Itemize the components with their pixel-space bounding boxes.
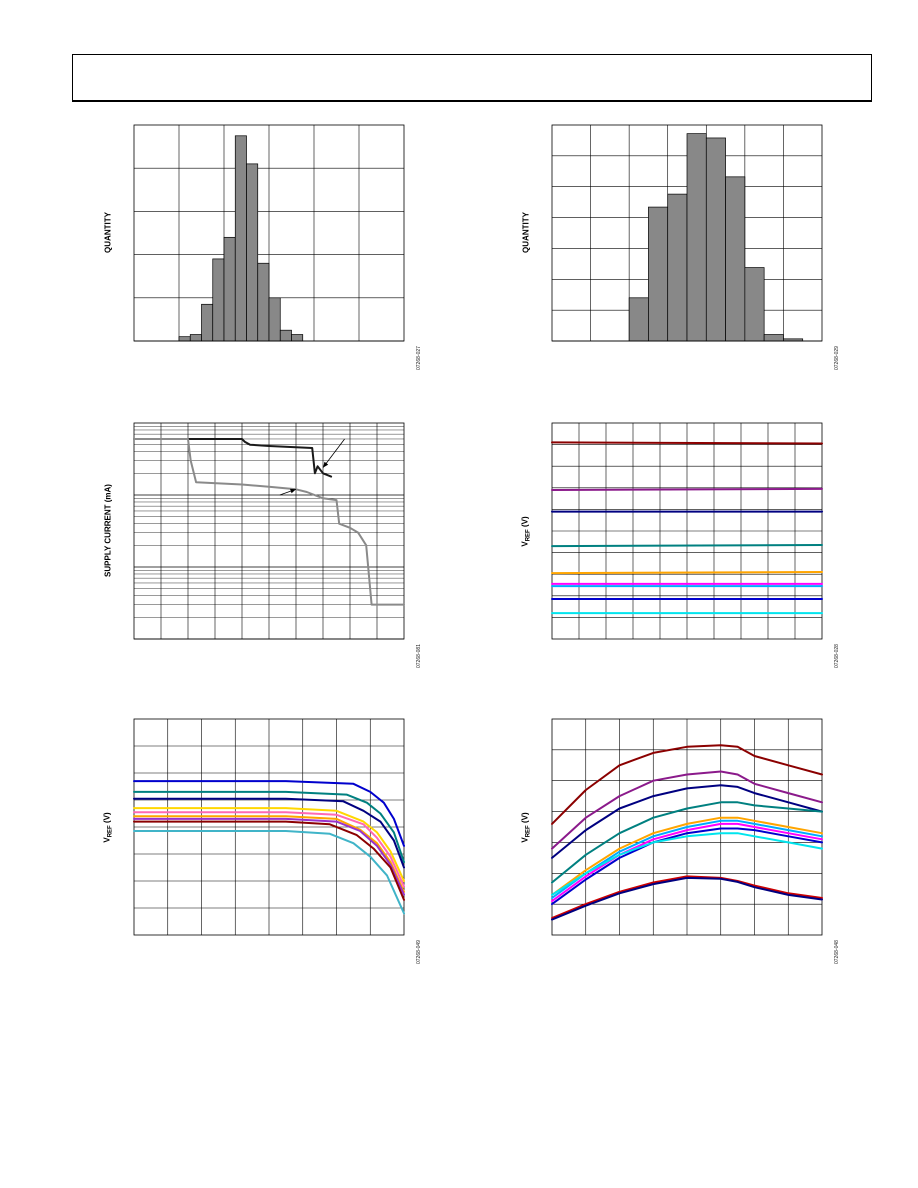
series-line-4 [551, 801, 823, 884]
plot-frame [551, 718, 823, 936]
page-header-box [72, 54, 872, 102]
plot-frame [133, 422, 405, 640]
figure-id: 07268-048 [834, 940, 840, 964]
histogram-bar [763, 334, 784, 342]
histogram-bar [705, 137, 726, 342]
histogram-plot [133, 124, 405, 342]
annotation-arrow [322, 438, 345, 468]
figure-id: 07268-081 [416, 644, 422, 668]
series-line-2 [133, 438, 405, 606]
histogram-bar [291, 334, 304, 342]
chart-panel-3: SUPPLY CURRENT (mA) 07268-081 [72, 416, 452, 676]
chart-panel-4: VREF (V) 07268-028 [490, 416, 870, 676]
series-line-9 [551, 832, 823, 896]
histogram-bar [246, 163, 259, 342]
series-line-1 [133, 438, 333, 478]
vref-plot [551, 422, 823, 640]
histogram-bar [744, 267, 765, 342]
series-line-2 [133, 790, 405, 864]
series-line-7 [133, 817, 405, 896]
series-line-7 [551, 822, 823, 903]
series-line-5 [133, 811, 405, 888]
series-line-6 [133, 815, 405, 893]
histogram-bar [212, 258, 225, 342]
series-line-1 [551, 744, 823, 825]
histogram-bar [279, 329, 292, 342]
series-line-2 [551, 487, 823, 491]
histogram-bar [178, 336, 191, 342]
series-line-1 [133, 780, 405, 847]
plot-frame [133, 718, 405, 936]
series-line-6 [551, 819, 823, 899]
histogram-bar [234, 135, 247, 342]
series-line-4 [133, 807, 405, 882]
chart-panel-6: VREF (V) 07268-048 [490, 712, 870, 972]
histogram-bar [686, 133, 707, 342]
chart-panel-5: VREF (V) 07268-049 [72, 712, 452, 972]
series-line-4 [551, 544, 823, 548]
histogram-bar [257, 262, 270, 342]
histogram-bar [189, 334, 202, 342]
histogram-bar [667, 193, 688, 342]
series-line-1 [551, 441, 823, 445]
series-line-9 [133, 830, 405, 915]
series-line-10 [551, 875, 823, 919]
chart-panel-1: QUANTITY 07268-027 [72, 118, 452, 378]
series-line-8 [133, 820, 405, 901]
plot-frame [551, 422, 823, 640]
figure-id: 07268-027 [416, 346, 422, 370]
figure-id: 07268-029 [834, 346, 840, 370]
histogram-bar [628, 297, 649, 342]
histogram-bar [201, 303, 214, 342]
histogram-plot [551, 124, 823, 342]
series-line-3 [551, 784, 823, 859]
series-line-5 [551, 571, 823, 575]
series-line-8 [551, 827, 823, 906]
histogram-bar [648, 206, 669, 342]
chart-panel-2: QUANTITY 07268-029 [490, 118, 870, 378]
histogram-bar [223, 236, 236, 342]
histogram-bar [268, 297, 281, 342]
series-line-11 [551, 876, 823, 921]
histogram-bar [725, 176, 746, 342]
supply-current-plot [133, 422, 405, 640]
series-line-5 [551, 816, 823, 896]
vref-temperature-plot [551, 718, 823, 936]
annotation-arrowhead [323, 461, 329, 468]
figure-id: 07268-049 [416, 940, 422, 964]
series-line-3 [133, 797, 405, 869]
annotation-arrowhead [290, 488, 296, 494]
vref-load-plot [133, 718, 405, 936]
figure-id: 07268-028 [834, 644, 840, 668]
series-line-2 [551, 770, 823, 850]
